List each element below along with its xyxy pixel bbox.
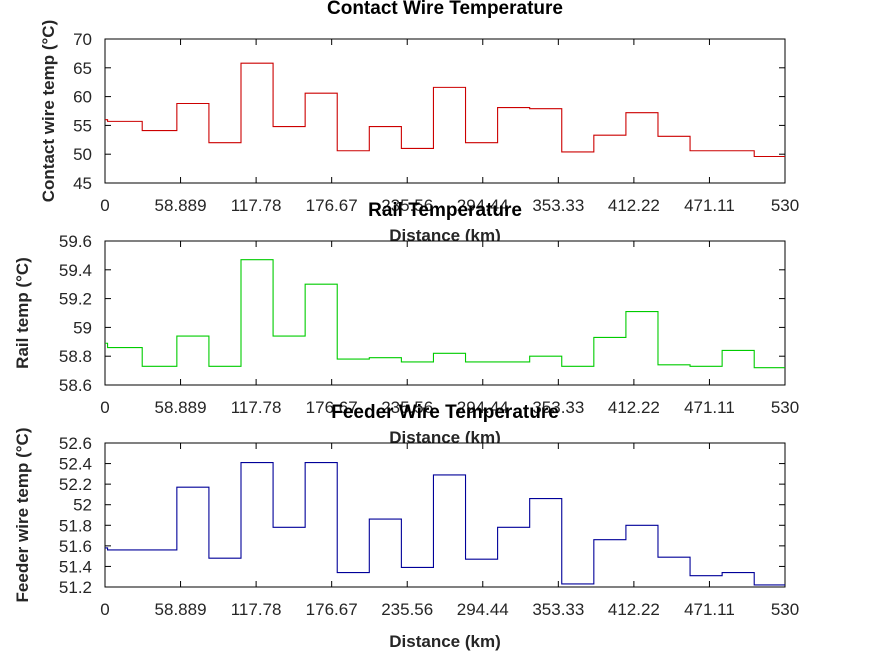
rail-xtick-label: 58.889 bbox=[155, 398, 207, 417]
feeder-wire-xlabel: Distance (km) bbox=[389, 632, 500, 651]
contact-wire-xtick-labels: 0 58.889 117.78 176.67 235.56 294.44 353.33 412… bbox=[100, 196, 799, 215]
contact-wire-title: Contact Wire Temperature bbox=[327, 0, 563, 19]
contact-wire-series-line bbox=[105, 62, 785, 158]
contact-wire-ytick-label: 50 bbox=[73, 145, 92, 164]
contact-wire-plot-area bbox=[104, 38, 786, 184]
feeder-wire-xtick-label: 176.67 bbox=[306, 600, 358, 619]
rail-ylabel: Rail temp (°C) bbox=[13, 257, 32, 369]
contact-wire-xtick-label: 530 bbox=[771, 196, 799, 215]
feeder-wire-ytick-label: 52.2 bbox=[59, 475, 92, 494]
feeder-wire-ytick-labels: 51.2 51.451.6 51.852 52.252.4 52.6 bbox=[59, 434, 92, 597]
rail-xtick-label: 530 bbox=[771, 398, 799, 417]
rail-series-line bbox=[105, 259, 785, 369]
rail-xtick-label: 412.22 bbox=[608, 398, 660, 417]
rail-xtick-label: 235.56 bbox=[381, 398, 433, 417]
feeder-wire-plot-area bbox=[104, 442, 786, 588]
feeder-wire-xtick-labels: 0 58.889 117.78 176.67 235.56 294.44 353.33 412… bbox=[100, 600, 799, 619]
rail-ytick-label: 58.8 bbox=[59, 347, 92, 366]
rail-ytick-label: 59.4 bbox=[59, 261, 92, 280]
feeder-wire-ytick-label: 51.6 bbox=[59, 537, 92, 556]
contact-wire-ylabel: Contact wire temp (°C) bbox=[39, 20, 58, 202]
rail-xtick-label: 117.78 bbox=[231, 398, 282, 417]
feeder-wire-xtick-label: 235.56 bbox=[381, 600, 433, 619]
rail-ytick-label: 59 bbox=[73, 318, 92, 337]
rail-xtick-label: 294.44 bbox=[457, 398, 509, 417]
rail-ytick-label: 58.6 bbox=[59, 376, 92, 395]
rail-ytick-label: 59.2 bbox=[59, 290, 92, 309]
rail-xtick-label: 176.67 bbox=[306, 398, 358, 417]
feeder-wire-series-line bbox=[105, 461, 785, 586]
contact-wire-xtick-label: 235.56 bbox=[381, 196, 433, 215]
feeder-wire-xtick-label: 0 bbox=[100, 600, 109, 619]
contact-wire-ytick-labels: 45 50 55 60 65 70 bbox=[73, 30, 92, 193]
feeder-wire-xtick-label: 412.22 bbox=[608, 600, 660, 619]
feeder-wire-ytick-label: 52.4 bbox=[59, 455, 92, 474]
rail-xtick-label: 353.33 bbox=[532, 398, 584, 417]
rail-xtick-labels: 0 58.889 117.78 176.67 235.56 294.44 353.33 412… bbox=[100, 398, 799, 417]
contact-wire-xlabel: Distance (km) bbox=[389, 226, 500, 245]
rail-ytick-labels: 58.6 58.8 59 59.2 59.4 59.6 bbox=[59, 232, 92, 395]
feeder-wire-ytick-label: 51.8 bbox=[59, 516, 92, 535]
feeder-wire-ytick-label: 51.4 bbox=[59, 557, 92, 576]
feeder-wire-ytick-label: 52 bbox=[73, 496, 92, 515]
feeder-wire-xtick-label: 117.78 bbox=[231, 600, 282, 619]
contact-wire-xtick-label: 353.33 bbox=[532, 196, 584, 215]
feeder-wire-ticks bbox=[104, 442, 786, 588]
rail-xtick-label: 0 bbox=[100, 398, 109, 417]
feeder-wire-xtick-label: 58.889 bbox=[155, 600, 207, 619]
contact-wire-xtick-label: 117.78 bbox=[231, 196, 282, 215]
contact-wire-xtick-label: 294.44 bbox=[457, 196, 509, 215]
rail-ticks bbox=[104, 240, 786, 386]
contact-wire-xtick-label: 0 bbox=[100, 196, 109, 215]
contact-wire-xtick-label: 58.889 bbox=[155, 196, 207, 215]
contact-wire-ytick-label: 60 bbox=[73, 88, 92, 107]
rail-xlabel: Distance (km) bbox=[389, 428, 500, 447]
contact-wire-ytick-label: 55 bbox=[73, 116, 92, 135]
feeder-wire-ytick-label: 51.2 bbox=[59, 578, 92, 597]
feeder-wire-ylabel: Feeder wire temp (°C) bbox=[13, 428, 32, 603]
contact-wire-xtick-label: 471.11 bbox=[684, 196, 735, 215]
rail-xtick-label: 471.11 bbox=[684, 398, 735, 417]
contact-wire-xtick-label: 412.22 bbox=[608, 196, 660, 215]
contact-wire-ytick-label: 65 bbox=[73, 59, 92, 78]
feeder-wire-panel: 0 58.889 117.78 176.67 235.56 294.44 353.33 412… bbox=[13, 402, 799, 651]
contact-wire-panel: 0 58.889 117.78 176.67 235.56 294.44 353.33 412… bbox=[39, 0, 799, 245]
feeder-wire-xtick-label: 530 bbox=[771, 600, 799, 619]
feeder-wire-xtick-label: 471.11 bbox=[684, 600, 735, 619]
feeder-wire-xtick-label: 294.44 bbox=[457, 600, 509, 619]
rail-title: Rail Temperature bbox=[368, 200, 522, 221]
feeder-wire-ytick-label: 52.6 bbox=[59, 434, 92, 453]
contact-wire-ytick-label: 70 bbox=[73, 30, 92, 49]
feeder-wire-xtick-label: 353.33 bbox=[532, 600, 584, 619]
contact-wire-ticks bbox=[104, 38, 786, 184]
feeder-wire-title: Feeder Wire Temperature bbox=[331, 402, 559, 423]
rail-plot-area bbox=[104, 240, 786, 386]
rail-ytick-label: 59.6 bbox=[59, 232, 92, 251]
contact-wire-xtick-label: 176.67 bbox=[306, 196, 358, 215]
rail-panel: 0 58.889 117.78 176.67 235.56 294.44 353.33 412… bbox=[13, 200, 799, 447]
contact-wire-ytick-label: 45 bbox=[73, 174, 92, 193]
